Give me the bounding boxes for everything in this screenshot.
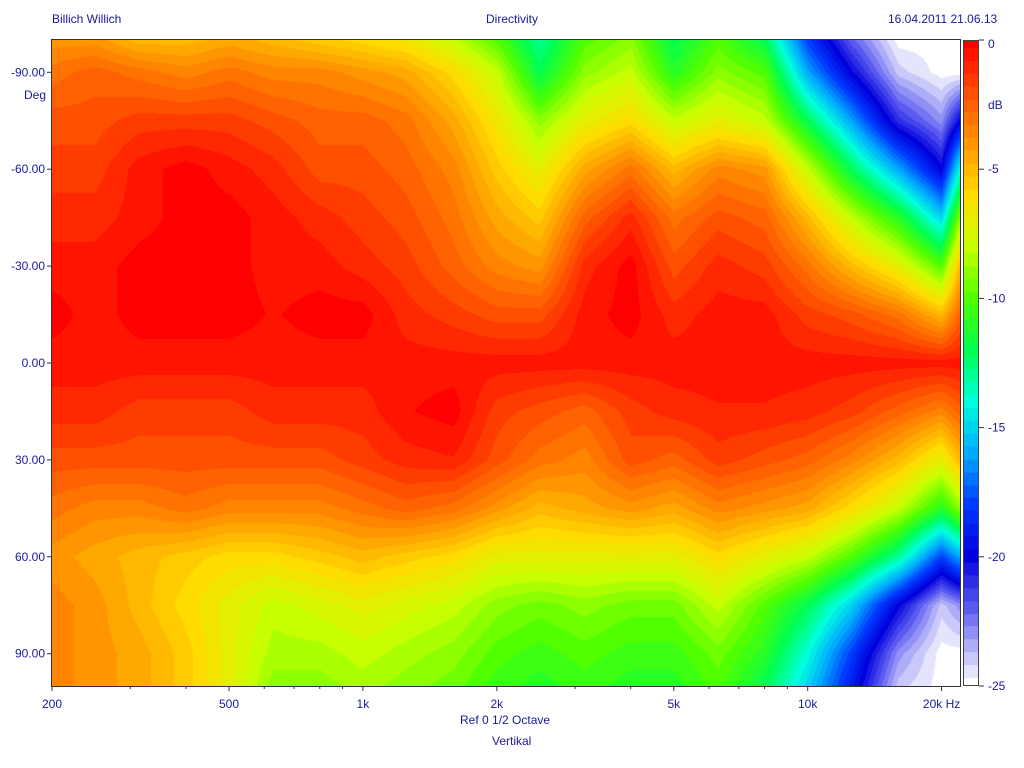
colorbar-tick-label: -20: [988, 550, 1006, 564]
x-tick-label: 1k: [357, 697, 371, 711]
colorbar-tick-label: -10: [988, 291, 1006, 305]
y-tick-label: 90.00: [15, 647, 45, 661]
y-tick-label: 60.00: [15, 550, 45, 564]
colorbar-tick-label: -15: [988, 421, 1006, 435]
colorbar-ticks: 0 -5 -10 -15 -20 -25: [979, 37, 1006, 693]
y-tick-label: -60.00: [11, 162, 45, 176]
colorbar-unit-label: dB: [988, 98, 1003, 112]
heatmap-canvas: [52, 40, 960, 686]
chart-title: Directivity: [486, 12, 539, 26]
header-timestamp: 16.04.2011 21.06.13: [888, 12, 998, 26]
y-axis-ticks: -90.00 -60.00 -30.00 0.00 30.00 60.00 90.00: [11, 65, 52, 661]
x-tick-label: 10k: [798, 697, 818, 711]
x-axis-reference-label: Ref 0 1/2 Octave: [460, 713, 551, 727]
plot-frame-border: [51, 39, 961, 687]
x-tick-label: 5k: [667, 697, 681, 711]
y-tick-label: -90.00: [11, 65, 45, 79]
colorbar-gradient: [963, 40, 979, 686]
y-axis-unit-label: Deg: [24, 88, 47, 102]
x-axis-measurement-label: Vertikal: [492, 734, 532, 748]
y-tick-label: 0.00: [22, 356, 46, 370]
colorbar-tick-label: -5: [988, 162, 999, 176]
colorbar-tick-label: 0: [988, 37, 995, 51]
x-tick-label: 500: [219, 697, 239, 711]
x-axis-ticks: 200 500 1k 2k 5k 10k 20k Hz: [42, 686, 960, 711]
plot-border: [51, 39, 961, 687]
colorbar-tick-label: -25: [988, 679, 1006, 693]
x-tick-label: 20k Hz: [923, 697, 960, 711]
x-tick-label: 200: [42, 697, 62, 711]
y-tick-label: 30.00: [15, 453, 45, 467]
y-tick-label: -30.00: [11, 259, 45, 273]
heatmap-plot-area: [52, 40, 960, 686]
header-author: Billich Willich: [52, 12, 122, 26]
x-tick-label: 2k: [490, 697, 504, 711]
